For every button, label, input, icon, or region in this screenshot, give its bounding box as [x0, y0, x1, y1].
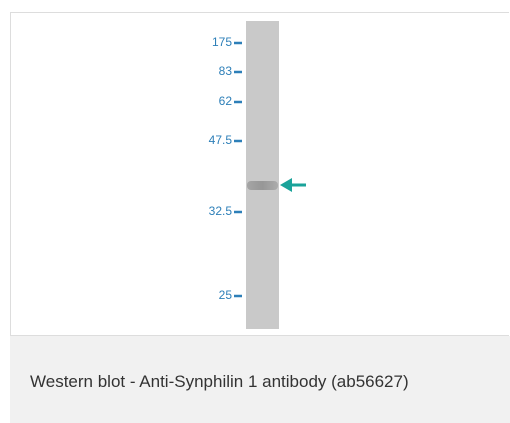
blot-image: 175 83 62 47.5 32.5 25: [11, 13, 509, 335]
marker-label: 62: [219, 94, 233, 108]
arrow: [280, 178, 306, 192]
band: [247, 181, 278, 190]
blot-frame: 175 83 62 47.5 32.5 25: [10, 12, 509, 336]
markers: 175 83 62 47.5 32.5 25: [209, 35, 242, 302]
caption-box: Western blot - Anti-Synphilin 1 antibody…: [10, 336, 510, 423]
lane: [246, 21, 279, 329]
marker-label: 47.5: [209, 133, 233, 147]
marker-label: 83: [219, 64, 233, 78]
caption: Western blot - Anti-Synphilin 1 antibody…: [30, 372, 409, 392]
marker-label: 25: [219, 288, 233, 302]
marker-label: 32.5: [209, 204, 233, 218]
page: 175 83 62 47.5 32.5 25 Western blot - An…: [0, 0, 510, 423]
marker-label: 175: [212, 35, 232, 49]
